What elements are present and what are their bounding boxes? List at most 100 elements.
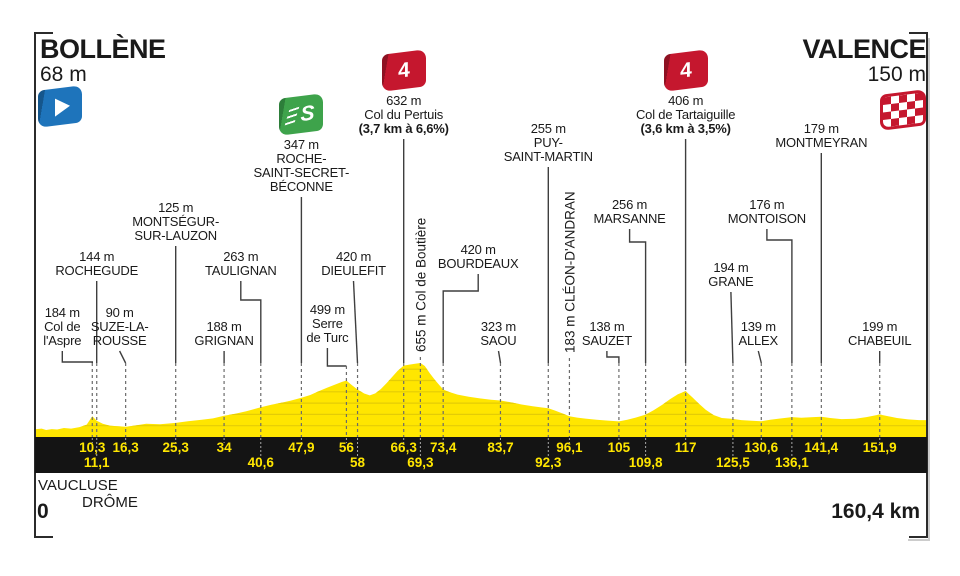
leader-line bbox=[757, 350, 762, 364]
distance-value: 105 bbox=[608, 440, 631, 455]
waypoint-name: TAULIGNAN bbox=[204, 263, 277, 278]
distance-value: 92,3 bbox=[535, 455, 562, 470]
waypoint-name: Col de Tartaiguille bbox=[635, 107, 736, 122]
waypoint-name: SAINT-MARTIN bbox=[503, 149, 593, 164]
distance-value: 109,8 bbox=[629, 455, 663, 470]
waypoint-elevation: 139 m bbox=[740, 319, 776, 334]
waypoint-name: de Turc bbox=[306, 330, 349, 345]
waypoint-name: ROUSSE bbox=[92, 333, 147, 348]
waypoint-elevation: 179 m bbox=[803, 121, 839, 136]
waypoint-name: l'Aspre bbox=[43, 333, 82, 348]
waypoint-label-vertical: 183 m CLÉON-D'ANDRAN bbox=[562, 191, 577, 353]
distance-value: 117 bbox=[675, 440, 697, 455]
distance-value: 34 bbox=[217, 440, 233, 455]
waypoint-name: BOURDEAUX bbox=[437, 256, 519, 271]
distance-value: 47,9 bbox=[288, 440, 314, 455]
distance-value: 151,9 bbox=[863, 440, 897, 455]
waypoint-label: 188 m GRIGNAN bbox=[194, 320, 253, 348]
waypoint-name: MONTSÉGUR- bbox=[132, 214, 220, 229]
start-header: BOLLÈNE 68 m bbox=[40, 36, 166, 87]
waypoint-label: 139 m ALLEX bbox=[738, 319, 779, 348]
region-drome: DRÔME bbox=[82, 494, 138, 511]
waypoint-label: 90 m SUZE-LA- ROUSSE bbox=[91, 306, 149, 348]
waypoint-label: 255 m PUY- SAINT-MARTIN bbox=[504, 122, 593, 164]
waypoint-name: GRIGNAN bbox=[194, 333, 254, 348]
climb-category: 4 bbox=[397, 57, 410, 83]
waypoint-elevation: 90 m bbox=[105, 305, 134, 320]
waypoint-label: 184 m Col de l'Aspre bbox=[43, 306, 81, 348]
km-start-label: 0 bbox=[37, 500, 49, 523]
waypoint-name: ROCHE- bbox=[276, 151, 327, 166]
leader-line bbox=[352, 280, 359, 364]
waypoint-elevation: 323 m bbox=[480, 319, 517, 334]
leader-line bbox=[730, 291, 734, 364]
leader-line bbox=[326, 348, 347, 367]
distance-value: 66,3 bbox=[391, 440, 418, 455]
waypoint-label: 144 m ROCHEGUDE bbox=[55, 250, 138, 278]
waypoint-label: 138 m SAUZET bbox=[582, 320, 632, 348]
play-triangle-icon bbox=[55, 96, 70, 117]
waypoint-elevation: 138 m bbox=[589, 319, 625, 334]
waypoint-name: PUY- bbox=[533, 135, 563, 150]
waypoint-label: 420 m BOURDEAUX bbox=[438, 243, 519, 271]
waypoint-name: BÉCONNE bbox=[269, 179, 333, 194]
waypoint-elevation: 406 m bbox=[668, 93, 704, 108]
region-labels: VAUCLUSE DRÔME bbox=[38, 477, 138, 511]
checkered-pattern bbox=[883, 92, 923, 127]
start-flag-icon bbox=[38, 85, 82, 128]
waypoint-name: MONTMEYRAN bbox=[775, 135, 868, 150]
waypoint-label: 179 m MONTMEYRAN bbox=[775, 122, 867, 150]
waypoint-elevation: 255 m bbox=[530, 121, 566, 136]
climb-category: 4 bbox=[679, 57, 692, 83]
waypoint-label: 323 m SAOU bbox=[480, 320, 516, 348]
finish-elevation: 150 m bbox=[867, 63, 926, 86]
waypoint-name: (3,7 km à 6,6%) bbox=[358, 121, 449, 136]
start-elevation: 68 m bbox=[40, 63, 87, 86]
waypoint-elevation: 256 m bbox=[612, 197, 648, 212]
waypoint-name: MARSANNE bbox=[593, 211, 666, 226]
finish-header: VALENCE 150 m bbox=[802, 36, 926, 87]
speed-lines-icon bbox=[285, 106, 301, 125]
distance-value: 25,3 bbox=[163, 440, 190, 455]
leader-line bbox=[497, 350, 502, 364]
waypoint-name: CHABEUIL bbox=[848, 333, 912, 348]
waypoint-elevation: 632 m bbox=[386, 93, 422, 108]
frame-bracket-right bbox=[909, 32, 928, 538]
distance-value: 125,5 bbox=[716, 455, 750, 470]
waypoint-label: 499 m Serre de Turc bbox=[306, 303, 348, 345]
distance-value: 83,7 bbox=[487, 440, 513, 455]
waypoint-label-vertical: 655 m Col de Boutière bbox=[413, 218, 428, 352]
waypoint-label: 125 m MONTSÉGUR- SUR-LAUZON bbox=[132, 201, 219, 243]
distance-value: 58 bbox=[350, 455, 366, 470]
leader-line bbox=[61, 351, 94, 363]
distance-value: 136,1 bbox=[775, 455, 809, 470]
distance-value: 56 bbox=[339, 440, 355, 455]
waypoint-elevation: 125 m bbox=[158, 200, 194, 215]
distance-value: 11,1 bbox=[84, 455, 110, 470]
waypoint-elevation: 499 m bbox=[309, 302, 345, 317]
leader-line bbox=[628, 229, 647, 363]
distance-value: 10,3 bbox=[79, 440, 106, 455]
category-climb-flag-icon: 4 bbox=[381, 49, 426, 92]
waypoint-label: 263 m TAULIGNAN bbox=[205, 250, 277, 278]
waypoint-name: DIEULEFIT bbox=[321, 263, 386, 278]
waypoint-elevation: 176 m bbox=[749, 197, 785, 212]
finish-flag-icon bbox=[880, 89, 926, 131]
waypoint-elevation: 184 m bbox=[44, 305, 80, 320]
leader-line bbox=[118, 350, 127, 364]
waypoint-name: SAINT-SECRET- bbox=[253, 165, 350, 180]
distance-bar bbox=[35, 437, 927, 473]
waypoint-name: (3,6 km à 3,5%) bbox=[640, 121, 731, 136]
waypoint-label: 256 m MARSANNE bbox=[594, 198, 666, 226]
leader-line bbox=[766, 229, 793, 363]
waypoint-name: ALLEX bbox=[738, 333, 779, 348]
waypoint-elevation: 420 m bbox=[460, 242, 496, 257]
elevation-profile bbox=[35, 363, 927, 437]
waypoint-elevation: 194 m bbox=[713, 260, 749, 275]
waypoint-name: SAOU bbox=[480, 333, 517, 348]
waypoint-label: 420 m DIEULEFIT bbox=[321, 250, 386, 278]
leader-line bbox=[606, 351, 620, 363]
waypoint-label: 176 m MONTOISON bbox=[728, 198, 806, 226]
